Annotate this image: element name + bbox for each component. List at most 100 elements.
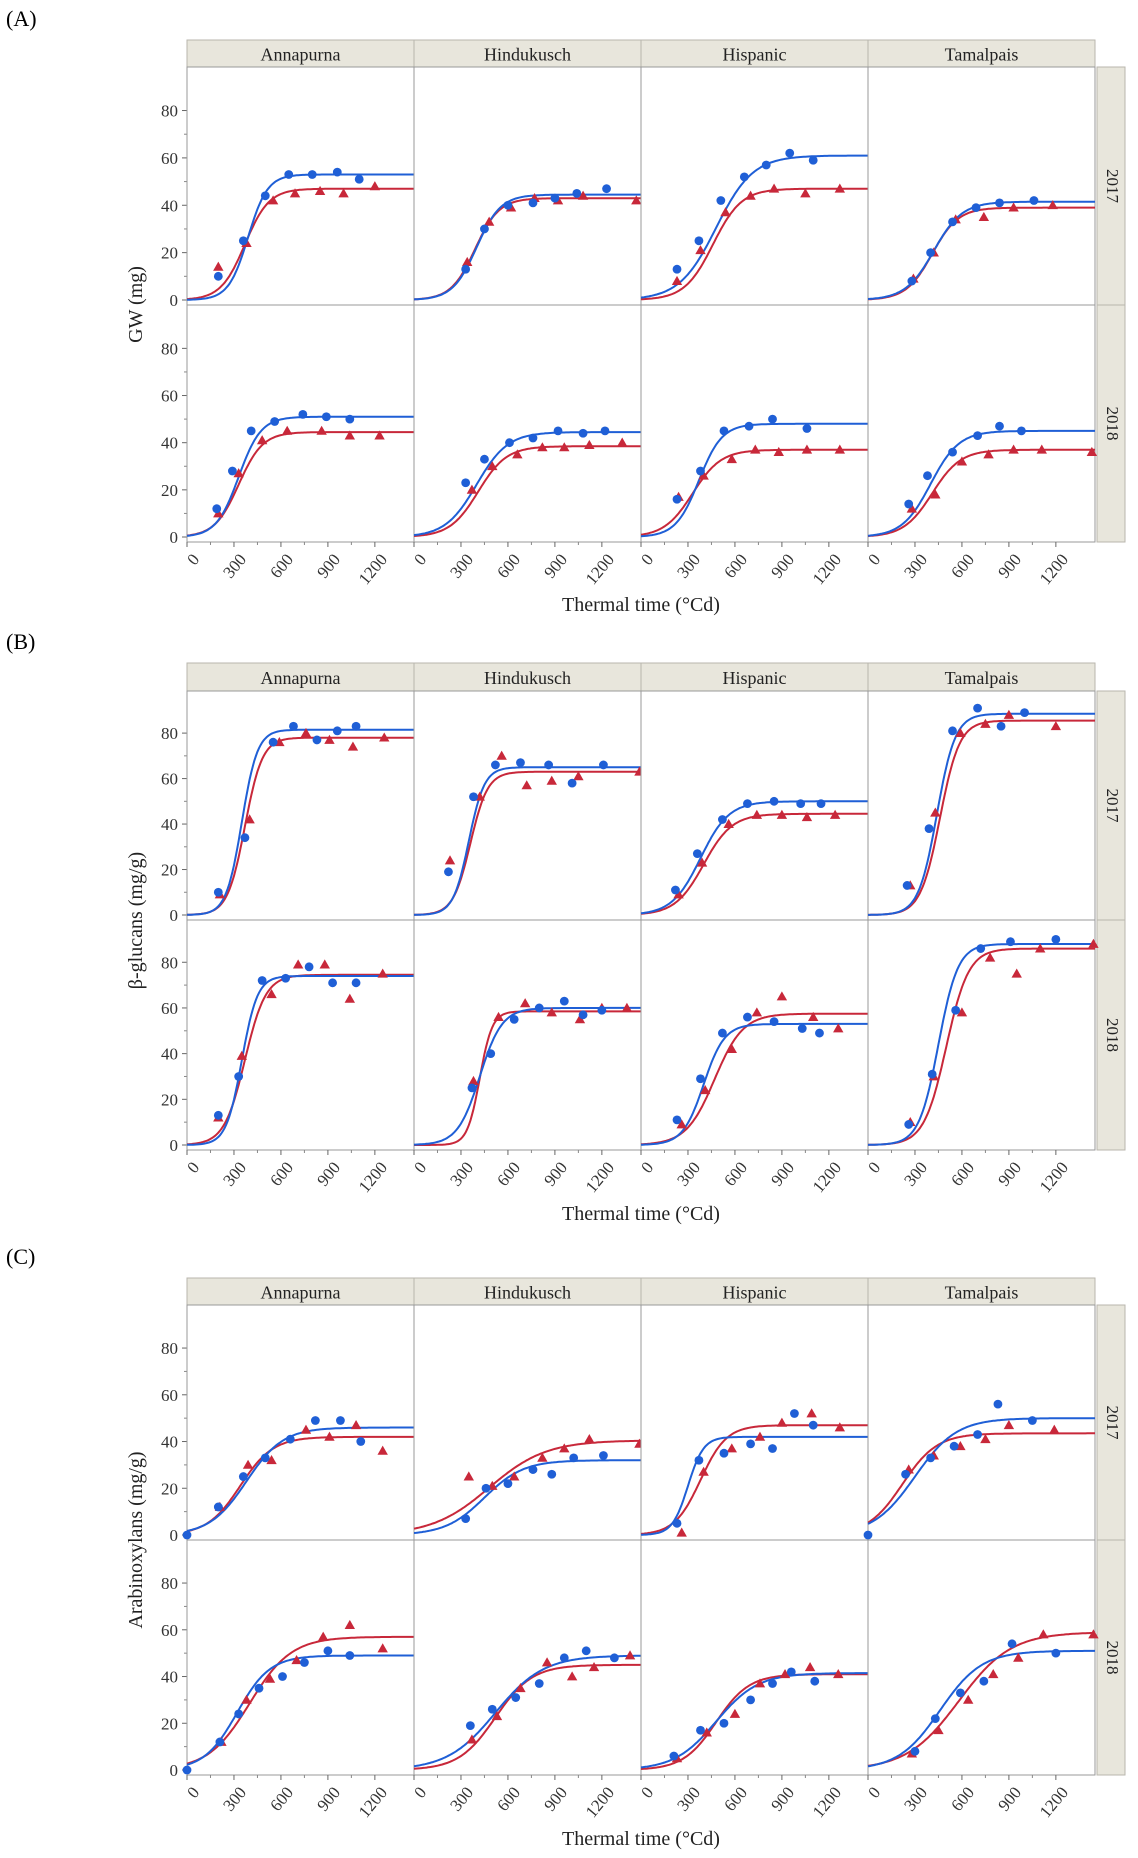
blue-circle-point bbox=[863, 1530, 873, 1540]
red-triangle-point bbox=[978, 211, 990, 222]
cell-hindukusch-2018: 0 300 600 900 1200 bbox=[410, 1539, 642, 1821]
panel-label: (A) bbox=[6, 6, 37, 31]
blue-circle-point bbox=[769, 1017, 779, 1027]
blue-circle-point bbox=[602, 184, 611, 194]
blue-circle-point bbox=[976, 944, 986, 953]
blue-fit-curve bbox=[187, 728, 414, 916]
red-triangle-point bbox=[546, 775, 557, 785]
red-triangle-point bbox=[983, 449, 994, 459]
x-tick-label: 0 bbox=[637, 550, 657, 569]
blue-circle-point bbox=[672, 1115, 682, 1125]
blue-circle-point bbox=[786, 1667, 796, 1677]
x-tick-label: 0 bbox=[183, 1158, 203, 1177]
red-triangle-point bbox=[377, 1643, 388, 1653]
red-triangle-point bbox=[751, 809, 763, 819]
blue-circle-point bbox=[284, 170, 294, 179]
red-triangle-point bbox=[584, 439, 595, 449]
blue-circle-point bbox=[672, 1518, 682, 1528]
x-tick-label: 0 bbox=[410, 550, 430, 569]
cell-frame bbox=[413, 690, 642, 921]
blue-circle-point bbox=[797, 1024, 807, 1033]
blue-circle-point bbox=[486, 1049, 496, 1059]
red-triangle-point bbox=[521, 780, 532, 790]
x-tick-label: 900 bbox=[313, 1158, 344, 1190]
red-triangle-point bbox=[314, 185, 326, 195]
red-triangle-point bbox=[930, 807, 941, 817]
blue-circle-point bbox=[281, 973, 291, 983]
y-tick-label: 20 bbox=[161, 861, 178, 880]
blue-circle-point bbox=[254, 1683, 264, 1693]
blue-circle-point bbox=[901, 1469, 910, 1479]
blue-circle-point bbox=[528, 433, 538, 443]
red-triangle-point bbox=[350, 1419, 362, 1430]
x-tick-label: 1200 bbox=[355, 1158, 391, 1196]
blue-circle-point bbox=[516, 758, 525, 768]
red-triangle-point bbox=[541, 1657, 553, 1667]
blue-circle-point bbox=[487, 1704, 497, 1714]
red-triangle-point bbox=[671, 275, 683, 285]
blue-circle-point bbox=[951, 1005, 961, 1015]
column-label: Hispanic bbox=[723, 45, 787, 65]
blue-circle-point bbox=[672, 264, 682, 274]
y-tick-label: 40 bbox=[161, 815, 178, 834]
x-axis-label: Thermal time (°Cd) bbox=[562, 594, 720, 616]
x-tick-label: 0 bbox=[410, 1158, 430, 1177]
blue-circle-point bbox=[469, 792, 478, 802]
cell-frame bbox=[640, 1539, 869, 1776]
blue-circle-point bbox=[746, 1695, 755, 1705]
cell-frame bbox=[186, 304, 415, 543]
red-triangle-point bbox=[800, 188, 811, 198]
cell-hispanic-2018: 0 300 600 900 1200 bbox=[637, 919, 869, 1196]
red-triangle-point bbox=[750, 444, 761, 454]
blue-circle-point bbox=[1020, 708, 1029, 718]
panel-b: (B) Annapurna Hindukusch Hispanic Tamalpais 2… bbox=[6, 629, 1126, 1225]
blue-circle-point bbox=[768, 1679, 777, 1688]
red-triangle-point bbox=[573, 771, 584, 781]
blue-circle-point bbox=[718, 815, 727, 824]
row-label: 2017 bbox=[1103, 169, 1122, 204]
panel-label: (C) bbox=[6, 1244, 35, 1269]
column-label: Tamalpais bbox=[945, 45, 1019, 65]
blue-circle-point bbox=[815, 1028, 824, 1038]
column-strip bbox=[413, 662, 642, 692]
red-triangle-point bbox=[906, 503, 918, 513]
blue-circle-point bbox=[289, 721, 298, 731]
red-triangle-point bbox=[496, 750, 507, 760]
blue-circle-point bbox=[719, 426, 729, 436]
blue-fit-curve bbox=[413, 1459, 641, 1534]
blue-circle-point bbox=[973, 1430, 982, 1439]
red-triangle-point bbox=[493, 1011, 504, 1021]
x-tick-label: 600 bbox=[947, 550, 978, 582]
blue-circle-point bbox=[285, 1434, 295, 1444]
cell-tamalpais-2018: 0 300 600 900 1200 bbox=[864, 919, 1099, 1196]
x-tick-label: 900 bbox=[994, 1783, 1025, 1815]
y-tick-label: 80 bbox=[161, 1574, 178, 1593]
x-tick-label: 1200 bbox=[1036, 1783, 1072, 1821]
column-strip bbox=[867, 1277, 1096, 1306]
red-triangle-point bbox=[377, 1445, 388, 1455]
x-tick-label: 900 bbox=[313, 1783, 344, 1815]
red-triangle-point bbox=[956, 456, 968, 466]
blue-circle-point bbox=[904, 499, 914, 509]
red-triangle-point bbox=[701, 1727, 712, 1737]
blue-circle-point bbox=[719, 1448, 729, 1458]
x-tick-label: 900 bbox=[994, 550, 1025, 582]
x-tick-label: 300 bbox=[219, 1783, 250, 1815]
blue-circle-point bbox=[768, 1444, 777, 1453]
red-triangle-point bbox=[347, 741, 359, 751]
red-triangle-point bbox=[676, 1119, 687, 1129]
red-triangle-point bbox=[676, 1527, 687, 1537]
red-triangle-point bbox=[1086, 446, 1098, 457]
cell-frame bbox=[186, 919, 415, 1151]
blue-fit-curve bbox=[640, 1672, 868, 1769]
red-triangle-point bbox=[930, 489, 941, 499]
column-strip bbox=[186, 662, 415, 692]
blue-circle-point bbox=[578, 1010, 588, 1020]
cell-frame bbox=[867, 304, 1096, 543]
red-fit-curve bbox=[413, 445, 641, 537]
red-triangle-point bbox=[344, 430, 356, 440]
cell-frame bbox=[640, 1304, 869, 1541]
blue-circle-point bbox=[567, 778, 577, 788]
red-triangle-point bbox=[726, 1443, 737, 1453]
cell-frame bbox=[867, 690, 1096, 921]
